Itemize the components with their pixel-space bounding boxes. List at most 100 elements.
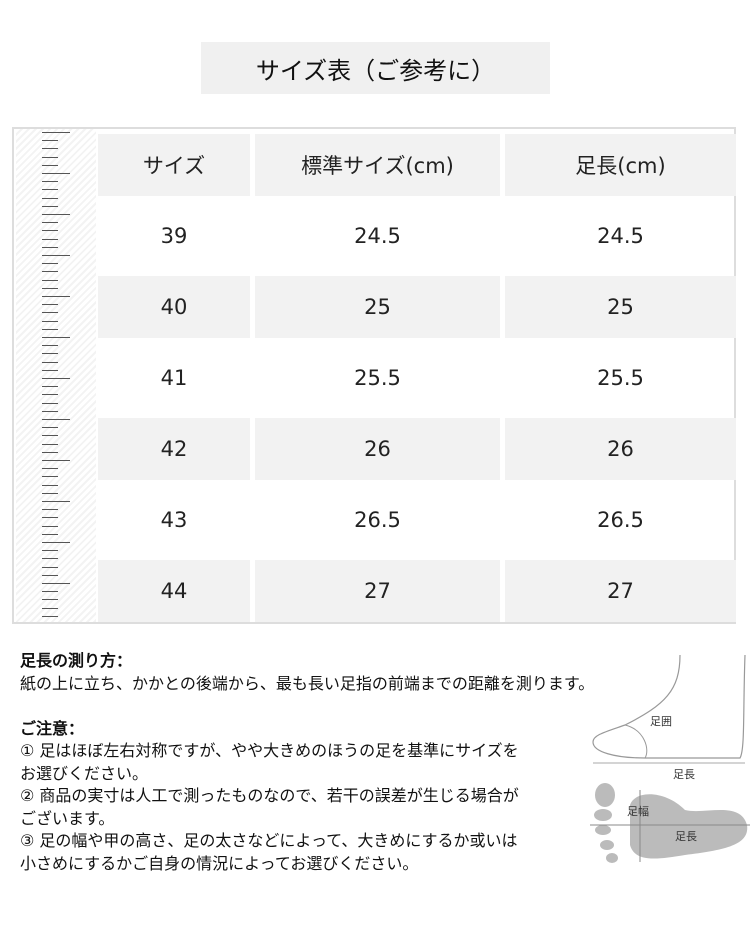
ruler-tick <box>42 542 70 543</box>
ruler-tick <box>42 279 58 281</box>
ruler-tick <box>42 443 58 445</box>
caution-line: ございます。 <box>20 808 115 828</box>
column-header: サイズ <box>98 134 250 196</box>
ruler-tick <box>42 369 58 371</box>
width-label: 足幅 <box>627 805 649 818</box>
ruler-tick <box>42 394 58 396</box>
ruler-tick <box>42 501 70 502</box>
table-cell: 40 <box>98 276 250 338</box>
ruler-tick <box>42 533 58 535</box>
table-cell: 27 <box>255 560 500 622</box>
ruler-tick <box>42 509 58 511</box>
toe-icon <box>606 853 618 863</box>
footprint-icon <box>630 794 748 859</box>
ruler-tick <box>42 214 70 215</box>
toe-icon <box>595 783 615 807</box>
ruler-tick <box>42 427 58 429</box>
notes: 足長の測り方： 紙の上に立ち、かかとの後端から、最も長い足指の前端までの距離を測… <box>20 650 594 875</box>
ruler-tick <box>42 304 58 306</box>
ruler-tick <box>42 296 70 297</box>
ruler-tick <box>42 402 58 404</box>
ruler-tick <box>42 517 58 519</box>
foot-girth-line <box>624 724 648 759</box>
ruler-tick <box>42 451 58 453</box>
ruler-tick <box>42 410 58 412</box>
ruler-tick <box>42 583 70 584</box>
ruler-tick <box>42 197 58 199</box>
ruler-tick <box>42 181 58 183</box>
girth-label: 足囲 <box>650 715 672 728</box>
ruler-tick <box>42 230 58 232</box>
ruler-tick <box>42 189 58 191</box>
table-cell: 27 <box>505 560 736 622</box>
ruler-tick <box>42 337 70 338</box>
ruler-tick <box>42 287 58 289</box>
ruler-tick <box>42 558 58 560</box>
ruler-tick <box>42 148 58 150</box>
table-cell: 26 <box>255 418 500 480</box>
ruler-tick <box>42 222 58 224</box>
ruler-tick <box>42 468 58 470</box>
ruler-tick <box>42 378 70 379</box>
ruler-tick <box>42 484 58 486</box>
ruler-tick <box>42 386 58 388</box>
ruler-tick <box>42 140 58 142</box>
ruler-tick <box>42 492 58 494</box>
foot-side-outline <box>592 654 746 759</box>
ruler-tick <box>42 525 58 527</box>
ruler-decoration <box>16 129 96 622</box>
ruler-tick <box>42 591 58 593</box>
table-cell: 42 <box>98 418 250 480</box>
ruler-tick <box>42 345 58 347</box>
length-label: 足長 <box>673 768 695 781</box>
ruler-tick <box>42 271 58 273</box>
table-cell: 26.5 <box>597 508 644 532</box>
table-cell: 24.5 <box>597 224 644 248</box>
caution-line: ① 足はほぼ左右対称ですが、やや大きめのほうの足を基準にサイズを <box>20 741 519 760</box>
caution-line: お選びください。 <box>20 763 149 783</box>
ruler-tick <box>42 320 58 322</box>
ruler-tick <box>42 615 58 617</box>
measure-heading: 足長の測り方： <box>20 651 133 670</box>
table-cell: 39 <box>160 224 188 248</box>
caution-line: ② 商品の実寸は人工で測ったものなので、若干の誤差が生じる場合が <box>20 786 519 805</box>
page-title: サイズ表（ご参考に） <box>201 42 550 94</box>
ruler-tick <box>42 353 58 355</box>
ruler-tick <box>42 460 70 461</box>
caution-heading: ご注意： <box>20 718 85 738</box>
table-cell: 26 <box>505 418 736 480</box>
ruler-tick <box>42 419 70 420</box>
ruler-tick <box>42 476 58 478</box>
table-cell: 44 <box>98 560 250 622</box>
table-cell: 25.5 <box>354 366 401 390</box>
ruler-tick <box>42 263 58 265</box>
ruler-tick <box>42 246 58 248</box>
size-table: サイズ 標準サイズ(cm) 足長(cm) 39 24.5 24.5 40 25 25 41 25.5… <box>12 127 736 624</box>
ruler-tick <box>42 328 58 330</box>
ruler-tick <box>42 255 70 256</box>
table-cell: 26.5 <box>354 508 401 532</box>
ruler-tick <box>42 173 70 174</box>
toe-icon <box>595 825 611 835</box>
ruler-tick <box>42 361 58 363</box>
table-cell: 25 <box>505 276 736 338</box>
table-cell: 25 <box>255 276 500 338</box>
table-cell: 24.5 <box>354 224 401 248</box>
foot-diagram: 足囲 足長 足幅 足長 <box>590 654 750 863</box>
ruler-tick <box>42 599 58 601</box>
measure-text: 紙の上に立ち、かかとの後端から、最も長い足指の前端までの距離を測ります。 <box>20 673 595 693</box>
ruler-tick <box>42 238 58 240</box>
ruler-tick <box>42 435 58 437</box>
column-header: 足長(cm) <box>505 134 736 196</box>
table-cell: 25.5 <box>597 366 644 390</box>
column-header: 標準サイズ(cm) <box>255 134 500 196</box>
ruler-tick <box>42 566 58 568</box>
table-cell: 41 <box>160 366 188 390</box>
ruler-tick <box>42 574 58 576</box>
ruler-tick <box>42 607 58 609</box>
caution-line: ③ 足の幅や甲の高さ、足の太さなどによって、大きめにするか或いは <box>20 831 518 850</box>
table-cell: 43 <box>160 508 188 532</box>
caution-line: 小さめにするかご自身の情況によってお選びください。 <box>20 853 419 873</box>
ruler-tick <box>42 550 58 552</box>
ruler-tick <box>42 164 58 166</box>
